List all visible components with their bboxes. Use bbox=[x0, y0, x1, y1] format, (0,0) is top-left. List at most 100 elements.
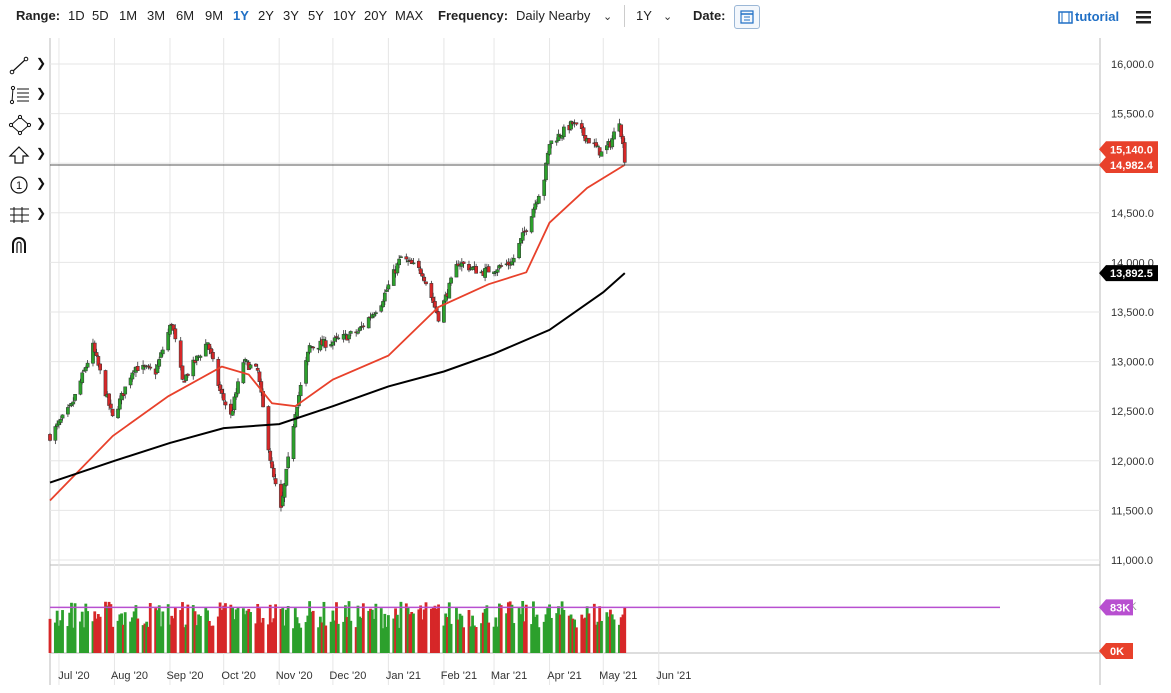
chevron-down-icon[interactable]: ⌄ bbox=[663, 11, 673, 23]
volume-bar bbox=[496, 626, 500, 653]
candle-body bbox=[109, 403, 113, 409]
volume-bar bbox=[118, 614, 122, 653]
volume-bar bbox=[193, 611, 197, 653]
candle-body bbox=[621, 136, 625, 145]
range-button-1m[interactable]: 1M bbox=[119, 8, 138, 23]
candle-body bbox=[198, 355, 203, 358]
volume-bar bbox=[231, 607, 235, 653]
candle-body bbox=[284, 468, 289, 486]
volume-bar bbox=[95, 618, 98, 653]
annotation-icon: 1 bbox=[10, 176, 28, 194]
chevron-down-icon[interactable]: ⌄ bbox=[603, 11, 613, 23]
candle-body bbox=[583, 135, 588, 142]
ma-long-tag: 13,892.5 bbox=[1110, 268, 1153, 280]
range-button-20y[interactable]: 20Y bbox=[364, 8, 388, 23]
volume-bar bbox=[342, 621, 346, 653]
volume-bar bbox=[571, 618, 575, 653]
candle-body bbox=[105, 393, 110, 398]
tool-fibonacci[interactable]: ❯ bbox=[8, 84, 46, 106]
candle-body bbox=[579, 123, 584, 129]
volume-bar bbox=[86, 611, 90, 653]
volume-bar bbox=[345, 616, 349, 653]
candle-body bbox=[596, 145, 600, 148]
candle-body bbox=[574, 122, 579, 125]
volume-bar bbox=[369, 608, 372, 653]
calendar-icon bbox=[740, 10, 754, 24]
range-button-1y[interactable]: 1Y bbox=[233, 8, 249, 23]
volume-bar bbox=[130, 617, 134, 653]
candle-body bbox=[544, 162, 548, 181]
candle-body bbox=[243, 359, 248, 362]
candle-body bbox=[169, 324, 174, 326]
tool-arrow[interactable]: ❯ bbox=[8, 144, 47, 166]
candle-body bbox=[456, 263, 461, 267]
arrow-up-icon bbox=[8, 146, 30, 164]
period-select[interactable]: 1Y bbox=[636, 8, 652, 23]
hamburger-menu-icon[interactable] bbox=[1136, 11, 1152, 25]
candle-body bbox=[241, 362, 246, 384]
tool-line-draw[interactable]: ❯ bbox=[8, 54, 46, 76]
tool-shapes[interactable]: ❯ bbox=[8, 114, 46, 136]
volume-bar bbox=[383, 613, 387, 653]
volume-bar bbox=[122, 624, 125, 653]
candle-body bbox=[524, 230, 529, 232]
candle-body bbox=[366, 317, 371, 329]
volume-bar bbox=[336, 623, 340, 653]
candle-body bbox=[562, 126, 566, 137]
volume-bar bbox=[243, 614, 247, 653]
volume-bar bbox=[129, 621, 132, 653]
x-tick-label: Apr '21 bbox=[547, 670, 582, 682]
range-button-5d[interactable]: 5D bbox=[92, 8, 109, 23]
tool-measure[interactable]: ❯ bbox=[8, 204, 46, 226]
tool-magnet[interactable] bbox=[8, 234, 44, 256]
candle-body bbox=[66, 407, 70, 415]
x-tick-label: May '21 bbox=[599, 670, 637, 682]
candle-body bbox=[307, 345, 312, 353]
volume-bar bbox=[392, 618, 396, 653]
range-button-9m[interactable]: 9M bbox=[205, 8, 224, 23]
frequency-select[interactable]: Daily Nearby bbox=[516, 8, 591, 23]
candle-body bbox=[481, 271, 486, 276]
range-button-6m[interactable]: 6M bbox=[176, 8, 195, 23]
candle-body bbox=[143, 365, 147, 367]
volume-bar bbox=[524, 604, 528, 653]
calendar-button[interactable] bbox=[734, 5, 760, 29]
candle-body bbox=[556, 133, 561, 141]
candle-body bbox=[443, 294, 448, 302]
range-button-1d[interactable]: 1D bbox=[68, 8, 85, 23]
y-tick-label: 11,500.0 bbox=[1111, 505, 1153, 517]
range-button-3y[interactable]: 3Y bbox=[283, 8, 299, 23]
volume-bar bbox=[483, 609, 487, 653]
volume-bar bbox=[304, 622, 308, 653]
candle-body bbox=[418, 268, 423, 275]
chevron-right-icon: ❯ bbox=[36, 146, 47, 160]
volume-bar bbox=[487, 622, 491, 653]
candle-body bbox=[234, 392, 239, 398]
tool-annotation[interactable]: 1 ❯ bbox=[8, 174, 46, 196]
candle-body bbox=[485, 266, 489, 269]
volume-bar bbox=[134, 605, 138, 653]
volume-bar bbox=[498, 603, 501, 653]
volume-bar bbox=[109, 604, 113, 653]
candle-body bbox=[458, 264, 462, 267]
candle-body bbox=[116, 408, 120, 419]
range-button-2y[interactable]: 2Y bbox=[258, 8, 274, 23]
candle-body bbox=[80, 372, 85, 383]
date-label: Date: bbox=[693, 8, 726, 23]
candle-body bbox=[257, 371, 262, 382]
x-tick-label: Oct '20 bbox=[221, 670, 256, 682]
volume-bar bbox=[471, 615, 474, 653]
range-button-10y[interactable]: 10Y bbox=[333, 8, 357, 23]
candle-body bbox=[519, 238, 523, 244]
volume-bar bbox=[585, 606, 589, 653]
candle-body bbox=[424, 281, 428, 285]
volume-bar bbox=[361, 603, 365, 653]
volume-bar bbox=[306, 615, 310, 653]
moving-averages bbox=[49, 164, 1100, 502]
range-button-max[interactable]: MAX bbox=[395, 8, 424, 23]
range-button-3m[interactable]: 3M bbox=[147, 8, 166, 23]
range-button-5y[interactable]: 5Y bbox=[308, 8, 324, 23]
candle-body bbox=[216, 359, 221, 386]
volume-bar bbox=[421, 619, 424, 653]
volume-bar bbox=[136, 618, 140, 653]
